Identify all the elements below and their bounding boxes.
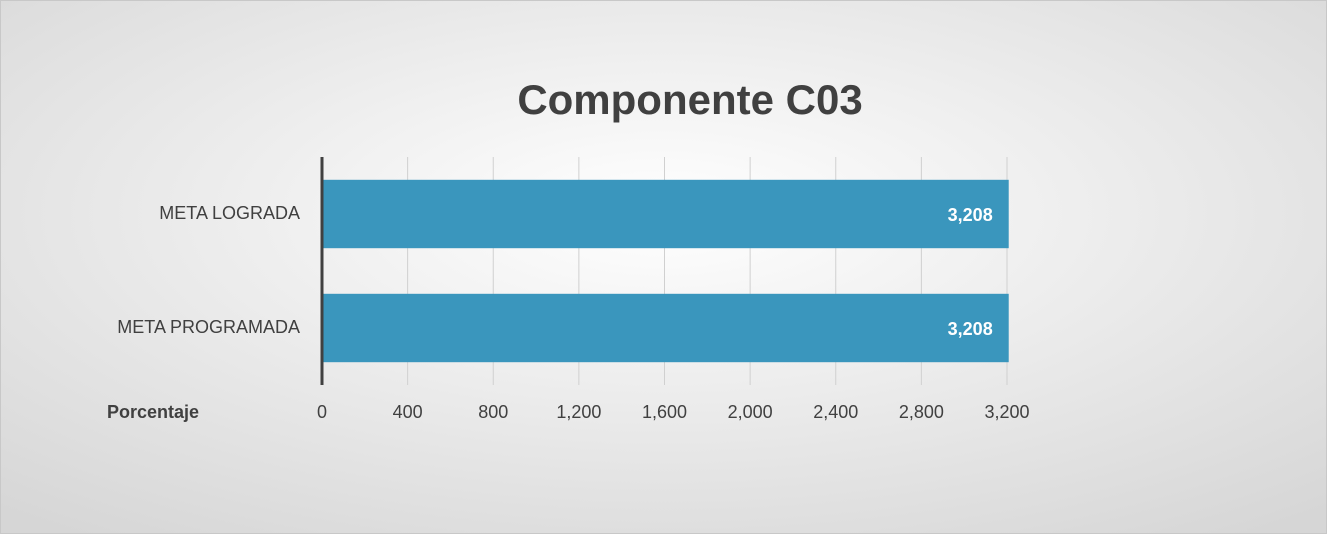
axis-label: Porcentaje bbox=[107, 402, 199, 422]
chart-title: Componente C03 bbox=[517, 76, 862, 123]
x-tick-label: 2,800 bbox=[899, 402, 944, 422]
x-tick-label: 400 bbox=[393, 402, 423, 422]
x-tick-label: 0 bbox=[317, 402, 327, 422]
x-tick-label: 2,400 bbox=[813, 402, 858, 422]
x-tick-label: 1,600 bbox=[642, 402, 687, 422]
data-label: 3,208 bbox=[948, 319, 993, 339]
x-tick-label: 2,000 bbox=[728, 402, 773, 422]
x-tick-label: 3,200 bbox=[984, 402, 1029, 422]
y-tick-label: META PROGRAMADA bbox=[117, 317, 300, 337]
bar bbox=[322, 179, 1009, 249]
data-label: 3,208 bbox=[948, 205, 993, 225]
x-tick-label: 1,200 bbox=[556, 402, 601, 422]
bar bbox=[322, 293, 1009, 363]
x-tick-label: 800 bbox=[478, 402, 508, 422]
y-tick-label: META LOGRADA bbox=[159, 203, 300, 223]
